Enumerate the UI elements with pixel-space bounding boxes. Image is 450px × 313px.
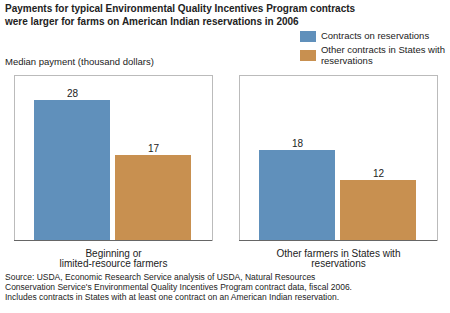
svg-text:Other farmers in States withre: Other farmers in States withreservations: [277, 247, 401, 268]
html-text:Payments for typical Environme: Payments for typical Environmental Quali…: [5, 3, 356, 27]
html-text:Median payment (thousand dolla: Median payment (thousand dollars): [5, 55, 154, 67]
html-text:Source: USDA, Economic Researc: Source: USDA, Economic Research Service …: [5, 271, 352, 303]
svg-text:12: 12: [373, 168, 385, 179]
svg-text:Beginning orlimited-resource f: Beginning orlimited-resource farmers: [60, 247, 168, 268]
html-text:Contracts on reservations: Contracts on reservations: [320, 30, 430, 41]
html-text:Other contracts in States with: Other contracts in States with reservati…: [320, 44, 445, 66]
svg-text:17: 17: [148, 143, 160, 154]
svg-text:18: 18: [292, 138, 304, 149]
svg-text:28: 28: [67, 88, 79, 99]
